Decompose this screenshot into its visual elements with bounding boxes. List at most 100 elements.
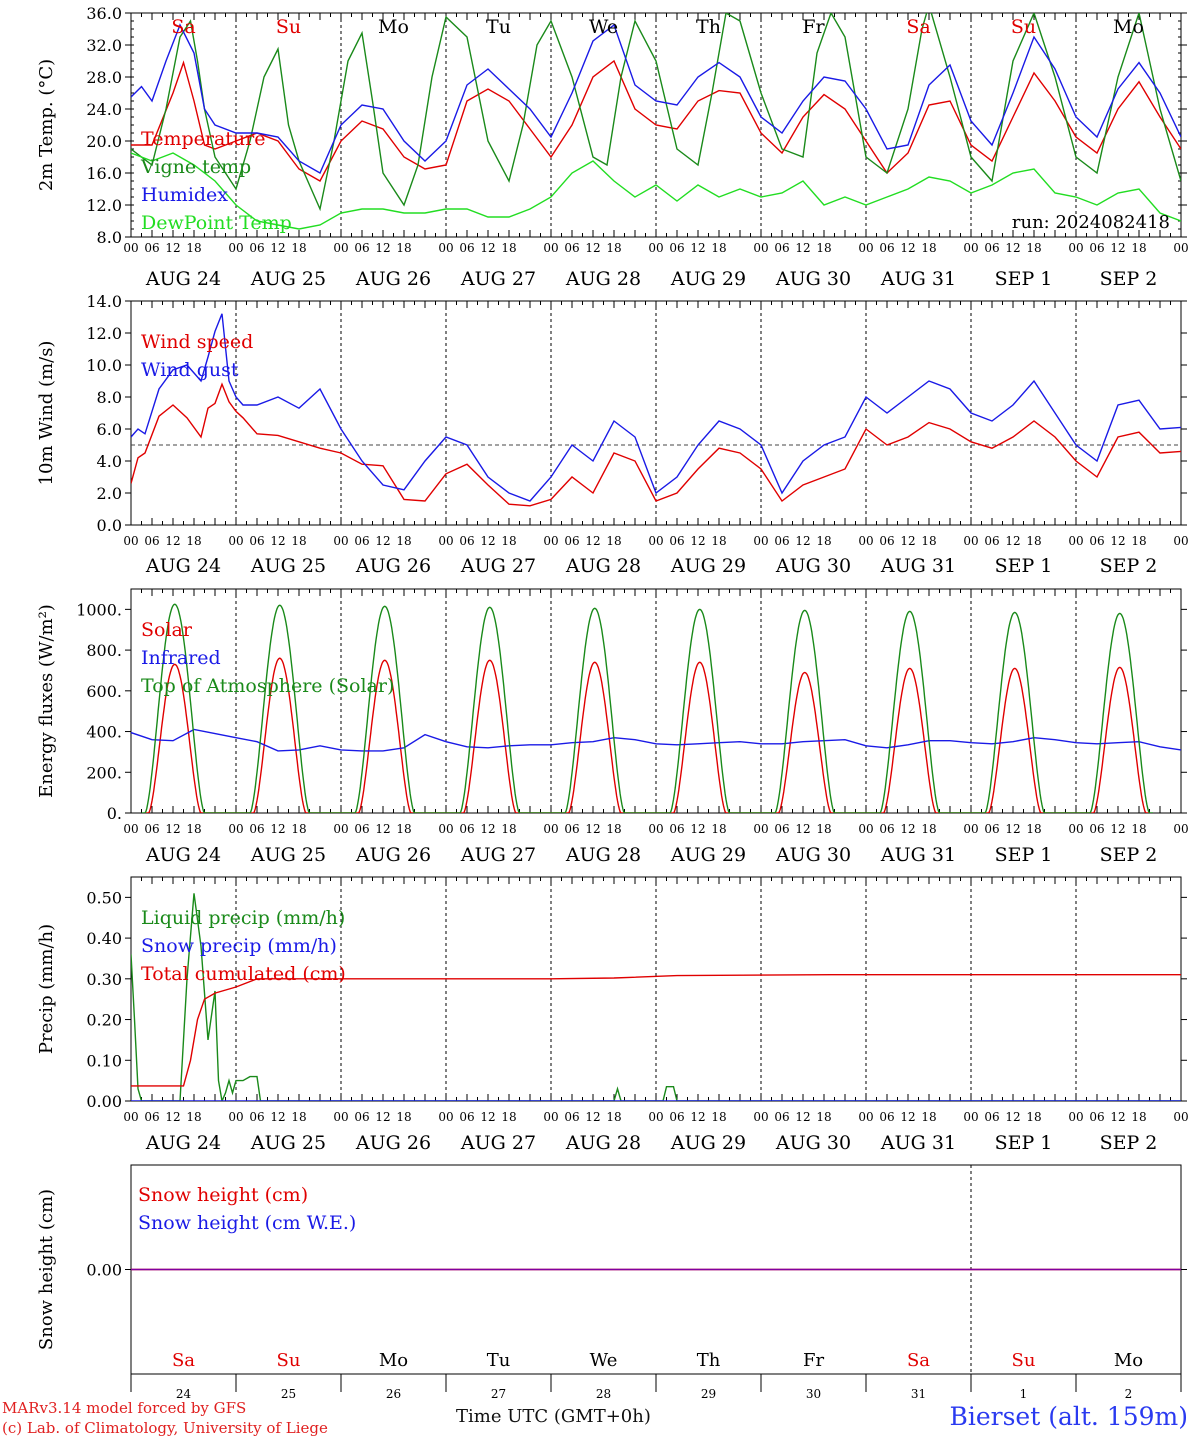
- x-hour-label: 12: [1005, 822, 1020, 836]
- x-date-label: AUG 30: [775, 1132, 851, 1154]
- x-date-label: SEP 2: [1100, 1132, 1158, 1154]
- legend-entry: Wind speed: [141, 331, 253, 353]
- y-axis-title: Precip (mm/h): [36, 924, 57, 1054]
- x-hour-label: 00: [333, 534, 348, 548]
- x-hour-label: 00: [333, 1110, 348, 1124]
- x-hour-label: 18: [501, 1110, 516, 1124]
- y-tick-label: 600.: [86, 682, 122, 701]
- x-hour-label: 18: [396, 822, 411, 836]
- x-hour-label: 00: [1173, 822, 1188, 836]
- x-date-label: AUG 25: [250, 555, 326, 577]
- x-hour-label: 00: [438, 241, 453, 255]
- y-tick-label: 0.00: [86, 1261, 122, 1280]
- x-date-label: AUG 24: [145, 844, 221, 866]
- x-date-label: AUG 25: [250, 844, 326, 866]
- series-temperature: [131, 59, 1181, 182]
- x-date-label: AUG 25: [250, 268, 326, 290]
- x-hour-label: 12: [1005, 534, 1020, 548]
- day-name-top: Sa: [171, 16, 195, 38]
- x-hour-label: 12: [585, 822, 600, 836]
- y-axis-title: 2m Temp. (°C): [36, 59, 57, 191]
- x-date-label: AUG 28: [565, 844, 641, 866]
- x-hour-label: 00: [963, 534, 978, 548]
- x-hour-label: 12: [795, 241, 810, 255]
- y-tick-label: 20.0: [86, 132, 122, 151]
- x-hour-label: 12: [1110, 822, 1125, 836]
- x-hour-label: 06: [1089, 241, 1104, 255]
- x-hour-label: 18: [606, 1110, 621, 1124]
- panel-4: 0.00 0.10 0.20 0.30 0.40 0.50 Precip (mm/h) Liq…: [36, 876, 1189, 1154]
- x-hour-label: 18: [711, 241, 726, 255]
- y-tick-label: 8.0: [97, 228, 122, 247]
- x-date-label: SEP 1: [995, 1132, 1053, 1154]
- x-hour-label: 00: [858, 534, 873, 548]
- day-name-top: Su: [276, 16, 301, 38]
- run-annotation: run: 2024082418: [1012, 212, 1170, 233]
- day-name-top: Sa: [906, 16, 930, 38]
- legend-entry: Snow height (cm W.E.): [138, 1212, 356, 1234]
- series-dewpoint-temp: [131, 152, 1181, 230]
- x-hour-label: 06: [564, 1110, 579, 1124]
- x-hour-label: 12: [585, 1110, 600, 1124]
- x-hour-label: 00: [1068, 1110, 1083, 1124]
- x-hour-label: 12: [585, 241, 600, 255]
- x-date-label: AUG 27: [460, 268, 536, 290]
- x-hour-label: 18: [711, 534, 726, 548]
- x-date-label: AUG 30: [775, 555, 851, 577]
- day-name-top: Mo: [1113, 16, 1144, 38]
- x-hour-label: 06: [879, 822, 894, 836]
- y-tick-label: 0.0: [97, 516, 122, 535]
- y-tick-label: 0.50: [86, 888, 122, 907]
- legend-entry: Liquid precip (mm/h): [141, 907, 345, 929]
- x-hour-label: 12: [900, 241, 915, 255]
- y-tick-label: 4.0: [97, 452, 122, 471]
- x-date-label: SEP 1: [995, 555, 1053, 577]
- x-hour-label: 06: [774, 1110, 789, 1124]
- x-hour-label: 06: [879, 1110, 894, 1124]
- series-total-cumulated-cm-: [131, 974, 1181, 1087]
- x-hour-label: 18: [606, 822, 621, 836]
- legend-entry: Infrared: [141, 647, 221, 669]
- y-tick-label: 0.: [107, 804, 122, 823]
- day-number: 25: [281, 1387, 296, 1401]
- x-hour-label: 06: [774, 822, 789, 836]
- x-hour-label: 12: [270, 241, 285, 255]
- x-hour-label: 06: [564, 241, 579, 255]
- x-hour-label: 06: [249, 241, 264, 255]
- x-hour-label: 06: [459, 822, 474, 836]
- day-name-bottom: We: [590, 1350, 618, 1371]
- x-hour-label: 00: [123, 241, 138, 255]
- x-hour-label: 12: [1110, 1110, 1125, 1124]
- x-hour-label: 06: [984, 241, 999, 255]
- day-number: 28: [596, 1387, 611, 1401]
- day-name-bottom: Tu: [487, 1350, 511, 1371]
- y-tick-label: 32.0: [86, 36, 122, 55]
- legend-entry: Snow precip (mm/h): [141, 935, 337, 957]
- panel-5: 0.00 Snow height (cm) Snow height (cm) Snow…: [36, 1164, 1187, 1375]
- day-name-bottom: Mo: [379, 1350, 408, 1371]
- day-name-top: We: [589, 16, 618, 38]
- lab-credit: (c) Lab. of Climatology, University of L…: [2, 1419, 328, 1437]
- x-axis-title: Time UTC (GMT+0h): [456, 1406, 651, 1427]
- x-hour-label: 00: [438, 1110, 453, 1124]
- x-hour-label: 18: [396, 241, 411, 255]
- x-hour-label: 12: [480, 534, 495, 548]
- x-hour-label: 12: [900, 1110, 915, 1124]
- legend-entry: DewPoint Temp: [141, 212, 292, 234]
- x-hour-label: 06: [249, 822, 264, 836]
- x-date-label: AUG 26: [355, 1132, 431, 1154]
- x-hour-label: 06: [354, 822, 369, 836]
- x-hour-label: 06: [984, 822, 999, 836]
- x-hour-label: 06: [879, 534, 894, 548]
- y-tick-label: 12.0: [86, 196, 122, 215]
- x-hour-label: 00: [1068, 241, 1083, 255]
- legend-entry: Temperature: [141, 128, 265, 150]
- series-vigne-temp: [131, 13, 1181, 212]
- x-hour-label: 18: [816, 1110, 831, 1124]
- x-hour-label: 06: [144, 822, 159, 836]
- y-tick-label: 16.0: [86, 164, 122, 183]
- day-number: 1: [1020, 1387, 1028, 1401]
- x-date-label: SEP 1: [995, 268, 1053, 290]
- x-hour-label: 06: [354, 534, 369, 548]
